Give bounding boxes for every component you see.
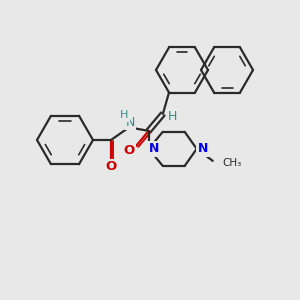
Text: N: N [125, 116, 135, 129]
Text: H: H [120, 110, 128, 120]
Text: O: O [123, 144, 134, 157]
Text: H: H [168, 110, 178, 122]
Text: N: N [148, 142, 159, 155]
Text: O: O [105, 160, 117, 173]
Text: N: N [197, 142, 208, 155]
Text: CH₃: CH₃ [223, 158, 242, 168]
